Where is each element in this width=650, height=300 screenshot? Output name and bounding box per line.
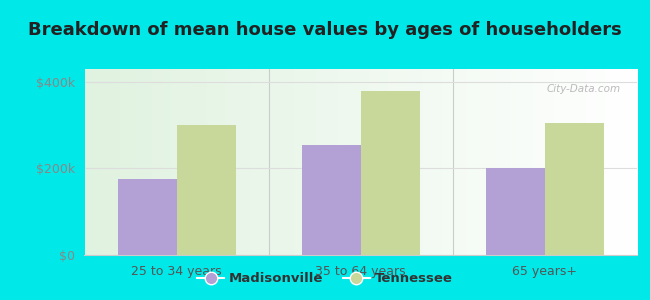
Bar: [177, 125, 235, 255]
Legend: Madisonville, Tennessee: Madisonville, Tennessee: [192, 267, 458, 290]
Text: Breakdown of mean house values by ages of householders: Breakdown of mean house values by ages o…: [28, 21, 622, 39]
Bar: [486, 169, 545, 255]
Text: City-Data.com: City-Data.com: [546, 84, 620, 94]
Bar: [545, 123, 604, 255]
Bar: [302, 145, 361, 255]
Bar: [361, 91, 420, 255]
Bar: [118, 179, 177, 255]
